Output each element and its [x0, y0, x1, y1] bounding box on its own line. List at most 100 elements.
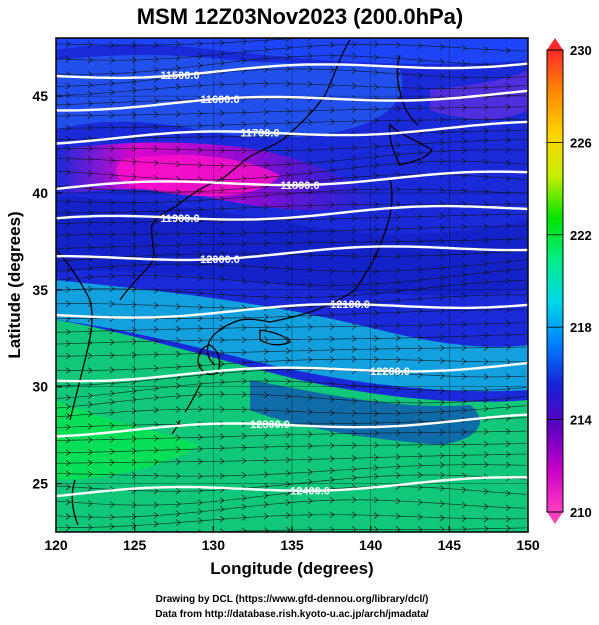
wind-arrowhead: [87, 484, 93, 492]
wind-arrowhead: [373, 383, 379, 391]
wind-arrowhead: [197, 405, 203, 413]
wind-arrowhead: [329, 267, 335, 275]
wind-arrowhead: [329, 52, 335, 60]
wind-arrowhead: [329, 66, 335, 74]
wind-arrowhead: [219, 230, 225, 237]
wind-arrowhead: [417, 295, 423, 302]
wind-arrowhead: [307, 455, 313, 463]
wind-arrowhead: [461, 398, 467, 405]
wind-arrowhead: [439, 139, 445, 146]
wind-arrowhead: [329, 227, 335, 235]
wind-arrowhead: [241, 185, 247, 192]
wind-arrowhead: [461, 373, 467, 380]
wind-arrowhead: [131, 87, 137, 94]
wind-arrowhead: [285, 171, 291, 179]
wind-arrowhead: [461, 116, 467, 124]
wind-arrowhead: [87, 90, 93, 98]
wind-arrowhead: [87, 436, 93, 444]
streamline: [56, 294, 526, 309]
x-tick-label: 125: [123, 537, 147, 553]
wind-arrowhead: [219, 390, 225, 398]
wind-arrowhead: [329, 355, 335, 363]
wind-arrowhead: [175, 519, 181, 526]
wind-arrowhead: [285, 239, 291, 247]
streamline: [56, 106, 527, 117]
wind-arrowhead: [263, 108, 269, 116]
wind-arrowhead: [285, 407, 291, 415]
wind-arrowhead: [65, 340, 71, 347]
wind-arrowhead: [351, 442, 357, 449]
wind-arrowhead: [329, 346, 335, 354]
streamline: [56, 225, 527, 236]
wind-arrowhead: [109, 99, 115, 106]
wind-arrowhead: [373, 464, 379, 472]
wind-arrowhead: [395, 267, 401, 274]
wind-arrowhead: [131, 173, 137, 181]
wind-arrowhead: [197, 206, 203, 213]
wind-arrowhead: [263, 443, 269, 451]
wind-arrowhead: [109, 409, 115, 416]
wind-arrowhead: [395, 116, 401, 124]
wind-arrowhead: [153, 435, 159, 442]
wind-arrowhead: [285, 456, 291, 464]
wind-arrowhead: [461, 320, 467, 328]
x-tick-label: 140: [359, 537, 383, 553]
wind-arrowhead: [109, 199, 115, 206]
wind-arrowhead: [175, 288, 181, 296]
streamline: [56, 213, 527, 224]
wind-arrowhead: [197, 196, 203, 204]
streamline: [56, 369, 527, 387]
wind-arrowhead: [153, 512, 159, 519]
wind-arrowhead: [219, 497, 225, 504]
wind-arrowhead: [505, 489, 511, 497]
wind-arrowhead: [373, 226, 379, 233]
wind-arrowhead: [153, 123, 159, 131]
wind-arrowhead: [65, 470, 71, 478]
wind-arrowhead: [219, 109, 225, 117]
wind-arrowhead: [417, 84, 423, 92]
wind-arrowhead: [505, 136, 511, 144]
contour-label: 12200.0: [370, 366, 410, 378]
wind-arrowhead: [87, 470, 93, 478]
wind-arrowhead: [219, 378, 225, 386]
wind-arrowhead: [241, 120, 247, 128]
wind-arrowhead: [87, 352, 93, 360]
wind-arrowhead: [505, 385, 511, 393]
y-tick-label: 25: [32, 476, 48, 492]
wind-arrowhead: [219, 433, 225, 440]
wind-arrowhead: [285, 65, 291, 73]
wind-arrowhead: [263, 203, 269, 211]
x-axis-label: Longitude (degrees): [210, 559, 373, 578]
wind-arrowhead: [219, 81, 225, 88]
wind-arrowhead: [65, 412, 71, 420]
wind-arrowhead: [307, 65, 313, 73]
wind-arrowhead: [373, 410, 379, 417]
wind-arrowhead: [87, 459, 93, 467]
wind-arrowhead: [131, 158, 137, 165]
wind-arrowhead: [109, 144, 115, 152]
wind-arrowhead: [439, 321, 445, 329]
wind-arrowhead: [439, 408, 445, 415]
wind-arrowhead: [329, 476, 335, 484]
wind-arrowhead: [439, 224, 445, 231]
wind-arrowhead: [351, 173, 357, 181]
wind-arrowhead: [417, 513, 423, 521]
coast-hokkaido: [389, 123, 433, 166]
wind-arrowhead: [131, 199, 137, 206]
wind-arrowhead: [374, 32, 378, 38]
contour-label: 12100.0: [330, 299, 370, 311]
wind-arrowhead: [439, 293, 445, 301]
wind-arrowhead: [483, 211, 489, 219]
wind-arrowhead: [175, 260, 181, 268]
wind-arrowhead: [351, 397, 357, 405]
wind-arrowhead: [219, 240, 225, 248]
wind-arrowhead: [395, 225, 401, 233]
wind-arrowhead: [197, 325, 203, 332]
wind-arrowhead: [483, 268, 489, 276]
wind-arrowhead: [153, 159, 159, 167]
colorbar-tick-label: 226: [570, 135, 592, 150]
wind-arrowhead: [483, 451, 489, 459]
wind-arrowhead: [329, 106, 335, 114]
wind-arrowhead: [417, 452, 423, 460]
